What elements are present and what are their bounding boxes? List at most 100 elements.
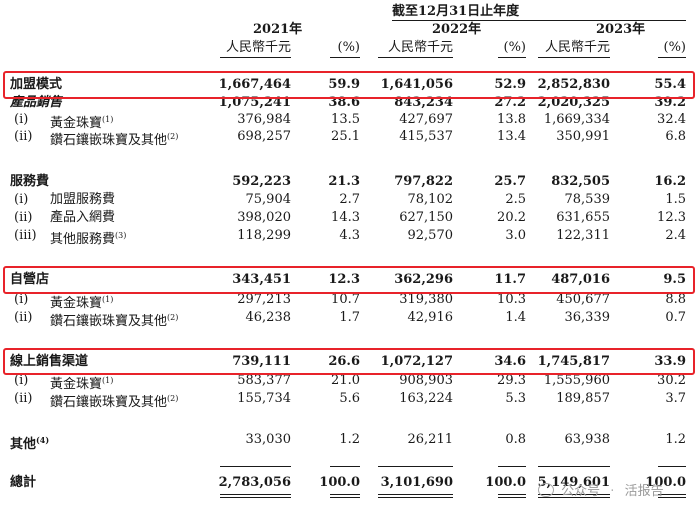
cell: 3,101,690 [380, 475, 453, 490]
footnote-marker: (4) [36, 435, 50, 445]
row-index: (ii) [14, 210, 33, 225]
highlight-box-online [3, 348, 695, 375]
cell: 6.8 [665, 129, 686, 144]
cell: 33,030 [245, 432, 292, 447]
cell: 26.6 [328, 354, 360, 369]
cell: 32.4 [657, 112, 686, 127]
year-2023-header: 2023年 [596, 22, 646, 37]
pct-label-2022: (%) [503, 40, 527, 55]
row-index: (ii) [14, 129, 33, 144]
highlight-box-franchise [3, 71, 695, 99]
cell: 75,904 [245, 192, 292, 207]
total-rule [498, 466, 526, 467]
row-index: (i) [14, 292, 29, 307]
cell: 2.4 [665, 228, 686, 243]
row-label-online-channel: 線上銷售渠道 [10, 354, 89, 369]
cell: 1,667,464 [218, 77, 291, 92]
footnote-marker: (2) [167, 132, 179, 141]
row-index: (i) [14, 112, 29, 127]
cell: 25.1 [331, 129, 360, 144]
cell: 0.7 [665, 310, 686, 325]
row-label: 其他服務費(3) [50, 231, 127, 247]
row-label: 鑽石鑲嵌珠寶及其他(2) [50, 313, 179, 329]
cell: 9.5 [663, 272, 686, 287]
row-label: 黃金珠寶(1) [50, 295, 114, 311]
cell: 627,150 [399, 210, 453, 225]
row-label: 產品入網費 [50, 210, 116, 225]
total-double-rule [220, 494, 291, 495]
cell: 55.4 [654, 77, 686, 92]
pct-label-2021: (%) [337, 40, 361, 55]
cell: 52.9 [494, 77, 526, 92]
total-double-rule [378, 497, 453, 498]
row-index: (ii) [14, 391, 33, 406]
total-rule [538, 466, 610, 467]
row-label: 加盟服務費 [50, 192, 116, 207]
header-rule [378, 57, 453, 58]
row-label-others: 其他(4) [10, 435, 50, 452]
cell: 908,903 [399, 373, 453, 388]
cell: 631,655 [556, 210, 610, 225]
cell: 10.7 [331, 292, 360, 307]
unit-label-2023: 人民幣千元 [544, 40, 610, 55]
cell: 5.3 [505, 391, 526, 406]
cell: 1,072,127 [380, 354, 453, 369]
cell: 1,669,334 [543, 112, 610, 127]
footnote-marker: (1) [102, 115, 114, 124]
cell: 739,111 [232, 354, 291, 369]
header-rule [538, 57, 610, 58]
total-double-rule [538, 497, 610, 498]
cell: 1,555,960 [543, 373, 610, 388]
total-double-rule [330, 497, 360, 498]
cell: 487,016 [551, 272, 610, 287]
period-header: 截至12月31日止年度 [392, 4, 520, 19]
watermark-separator: · [610, 484, 615, 499]
cell: 1.2 [665, 432, 686, 447]
total-rule [658, 466, 686, 467]
cell: 1.5 [665, 192, 686, 207]
cell: 0.8 [505, 432, 526, 447]
header-rule [220, 57, 291, 58]
year-2022-header: 2022年 [432, 22, 482, 37]
cell: 11.7 [494, 272, 526, 287]
total-double-rule [220, 497, 291, 498]
cell: 13.4 [497, 129, 526, 144]
header-rule [658, 57, 686, 58]
row-label: 黃金珠寶(1) [50, 115, 114, 131]
row-label-franchise: 加盟模式 [10, 77, 63, 92]
cell: 3.0 [505, 228, 526, 243]
footnote-marker: (1) [102, 376, 114, 385]
cell: 362,296 [394, 272, 453, 287]
cell: 78,539 [564, 192, 611, 207]
row-index: (ii) [14, 310, 33, 325]
wechat-icon [538, 483, 554, 497]
cell: 450,677 [556, 292, 610, 307]
cell: 118,299 [237, 228, 291, 243]
highlight-box-self-operated [3, 266, 695, 294]
row-label: 鑽石鑲嵌珠寶及其他(2) [50, 394, 179, 410]
total-double-rule [498, 497, 526, 498]
cell: 376,984 [237, 112, 291, 127]
cell: 1.7 [339, 310, 360, 325]
row-index: (iii) [14, 228, 37, 243]
footnote-marker: (1) [102, 295, 114, 304]
cell: 13.5 [331, 112, 360, 127]
cell: 427,697 [399, 112, 453, 127]
row-label-total: 總計 [10, 475, 37, 490]
cell: 797,822 [394, 174, 453, 189]
header-rule [498, 57, 526, 58]
total-rule [378, 466, 453, 467]
row-label-service-fees: 服務費 [10, 174, 50, 189]
cell: 698,257 [237, 129, 291, 144]
cell: 350,991 [556, 129, 610, 144]
cell: 12.3 [657, 210, 686, 225]
cell: 78,102 [407, 192, 454, 207]
cell: 592,223 [232, 174, 291, 189]
row-index: (i) [14, 373, 29, 388]
unit-label-2021: 人民幣千元 [225, 40, 291, 55]
cell: 100.0 [645, 475, 686, 490]
cell: 2.5 [505, 192, 526, 207]
cell: 36,339 [564, 310, 611, 325]
cell: 163,224 [399, 391, 453, 406]
footnote-marker: (3) [115, 231, 127, 240]
